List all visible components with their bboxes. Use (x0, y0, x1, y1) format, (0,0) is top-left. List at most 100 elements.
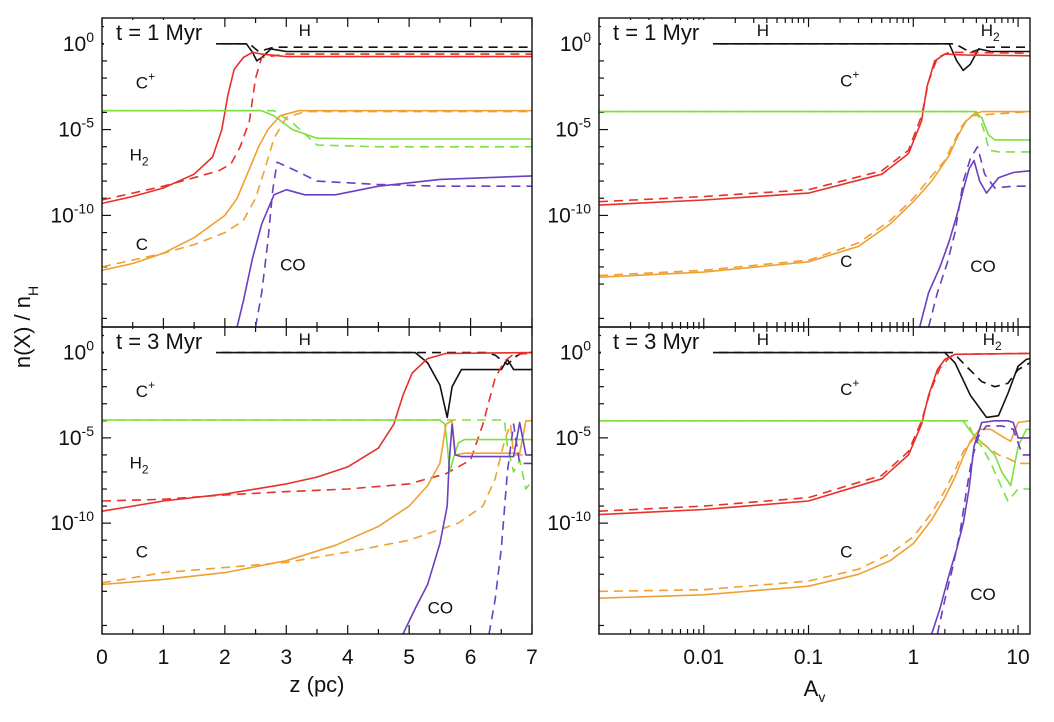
y-axis-label-sub: H (25, 286, 41, 296)
series-group (599, 351, 1030, 634)
y-tick-exponent: -5 (82, 115, 95, 131)
y-tick-exponent: -10 (74, 508, 94, 524)
series-H2-solid (599, 352, 1030, 516)
y-axis-label-main: n(X) / n (10, 296, 35, 368)
x-tick-label: 0.01 (683, 646, 724, 669)
species-label-H2: H2 (130, 454, 149, 477)
series-CO-dashed (488, 423, 532, 634)
species-label-CO: CO (970, 257, 996, 276)
y-tick-label: 100 (560, 338, 591, 365)
species-label-CO: CO (428, 599, 454, 618)
y-tick-base: 10 (50, 512, 73, 535)
x-tick-label: 0.1 (794, 646, 823, 669)
series-C-dashed (599, 110, 1030, 277)
panel-frame (101, 17, 533, 328)
series-H2-dashed (599, 51, 1030, 203)
y-tick-label: 10-5 (555, 115, 591, 142)
series-C-dashed (102, 423, 532, 584)
x-tick-label: 1 (907, 646, 919, 669)
series-H2-dashed (599, 352, 1030, 512)
series-H-dashed (599, 351, 1030, 388)
species-label-C: C (840, 542, 852, 561)
x-tick-label: 3 (280, 646, 292, 669)
y-tick-exponent: 0 (583, 29, 591, 45)
panel-label-text: t = 1 Myr (116, 20, 202, 45)
x-tick-label: 5 (403, 646, 415, 669)
y-tick-base: 10 (63, 342, 86, 365)
series-CO-solid (402, 421, 532, 634)
y-tick-exponent: -10 (571, 508, 591, 524)
y-tick-base: 10 (555, 119, 578, 142)
series-H-solid (599, 43, 1030, 72)
y-tick-exponent: -10 (571, 200, 591, 216)
series-C-solid (102, 420, 532, 586)
y-tick-base: 10 (560, 342, 583, 365)
panel-time-label: t = 3 Myr (104, 329, 216, 354)
y-tick-base: 10 (547, 204, 570, 227)
series-group (102, 43, 532, 327)
y-tick-label: 10-10 (547, 200, 591, 227)
y-tick-exponent: 0 (583, 338, 591, 354)
x-tick-label: 6 (465, 646, 477, 669)
y-tick-exponent: -5 (82, 423, 95, 439)
y-tick-label: 10-5 (58, 423, 94, 450)
series-C-solid (102, 109, 532, 272)
species-label-C: C (136, 542, 148, 561)
series-H2-solid (102, 51, 532, 205)
series-CO-solid (918, 159, 1030, 327)
series-H-dashed (102, 351, 532, 366)
series-Cplus-dashed (102, 419, 532, 490)
y-tick-label: 10-10 (50, 200, 94, 227)
series-H-solid (599, 351, 1030, 419)
right-x-axis: 0.01 0.1 1 10 Av (683, 646, 1029, 705)
panel-frame (598, 326, 1031, 635)
series-H2-dashed (102, 352, 532, 502)
y-tick-label: 10-10 (547, 508, 591, 535)
y-tick-base: 10 (63, 33, 86, 56)
species-label-CO: CO (280, 255, 306, 274)
series-H2-solid (599, 53, 1030, 206)
panel-label-text: t = 3 Myr (116, 329, 202, 354)
species-label-Cplus: C+ (840, 376, 859, 399)
panel-label-text: t = 3 Myr (613, 329, 699, 354)
y-tick-label: 10-5 (58, 115, 94, 142)
series-H-dashed (599, 43, 1030, 54)
species-label-H2: H2 (981, 21, 1000, 44)
species-label-H2: H2 (130, 145, 149, 168)
y-tick-base: 10 (58, 427, 81, 450)
species-label-H: H (299, 21, 311, 40)
series-CO-solid (930, 420, 1030, 634)
x-tick-label: 10 (1006, 646, 1029, 669)
species-label-Cplus: C+ (840, 68, 859, 91)
series-H-solid (102, 43, 532, 62)
x-tick-label: 1 (158, 646, 170, 669)
series-CO-dashed (254, 161, 532, 327)
panel-frame (598, 17, 1031, 328)
series-group (599, 43, 1030, 327)
y-tick-label: 100 (63, 338, 94, 365)
x-axis-label: z (pc) (290, 672, 345, 697)
series-H-solid (102, 351, 532, 419)
x-tick-label: 4 (342, 646, 354, 669)
panel-time-label: t = 1 Myr (601, 20, 713, 45)
series-CO-solid (236, 175, 532, 327)
species-label-H: H (757, 330, 769, 349)
y-tick-label: 100 (560, 29, 591, 56)
series-Cplus-solid (599, 420, 1030, 487)
series-Cplus-solid (102, 109, 532, 140)
series-group (102, 351, 532, 634)
species-label-Cplus: C+ (136, 69, 155, 92)
y-tick-exponent: 0 (86, 338, 94, 354)
x-axis-label: Av (804, 676, 826, 705)
species-label-C: C (840, 252, 852, 271)
y-tick-base: 10 (50, 204, 73, 227)
y-axis-label: n(X) / nH (10, 286, 41, 368)
species-label-H: H (757, 21, 769, 40)
series-C-dashed (599, 437, 1030, 593)
species-label-Cplus: C+ (136, 378, 155, 401)
series-CO-dashed (936, 425, 1030, 634)
y-tick-base: 10 (547, 512, 570, 535)
x-tick-label: 0 (96, 646, 108, 669)
y-tick-base: 10 (555, 427, 578, 450)
